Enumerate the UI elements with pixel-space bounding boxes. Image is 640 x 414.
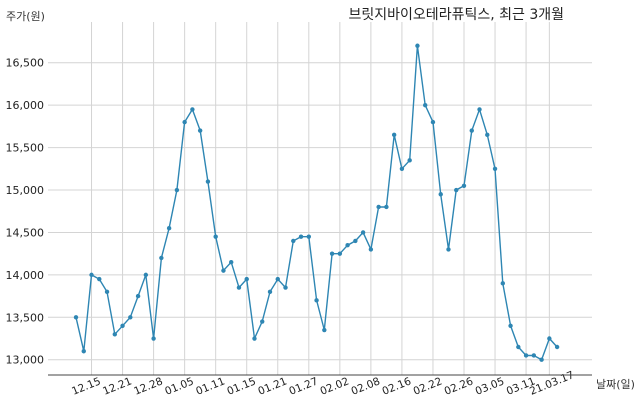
data-point xyxy=(260,319,265,324)
y-tick-label: 14,500 xyxy=(6,226,45,239)
data-point xyxy=(120,323,125,328)
data-point xyxy=(182,119,187,125)
data-point xyxy=(314,298,319,303)
data-point xyxy=(128,315,133,320)
data-point xyxy=(275,276,280,282)
y-tick-label: 16,000 xyxy=(6,99,45,112)
x-tick-label: 12.28 xyxy=(132,375,164,397)
x-tick-label: 01.21 xyxy=(256,375,288,397)
data-point xyxy=(360,230,366,235)
data-point xyxy=(97,276,102,282)
x-tick-label: 12.15 xyxy=(70,375,102,397)
x-tick-label: 03.05 xyxy=(474,375,506,397)
data-point xyxy=(430,119,436,125)
data-point xyxy=(376,204,381,210)
data-point xyxy=(539,357,544,362)
data-point xyxy=(190,107,195,112)
data-point xyxy=(554,344,560,350)
x-tick-label: 01.27 xyxy=(287,375,319,397)
data-point xyxy=(523,353,529,358)
data-point xyxy=(337,251,343,256)
x-tick-label: 01.11 xyxy=(194,375,226,397)
data-point xyxy=(283,285,288,290)
data-point xyxy=(306,234,311,239)
data-point xyxy=(291,238,296,244)
data-point xyxy=(461,183,467,188)
data-point xyxy=(547,336,552,341)
data-point xyxy=(508,323,513,328)
data-point xyxy=(438,192,443,197)
data-point xyxy=(81,349,86,354)
data-point xyxy=(485,132,490,138)
x-tick-label: 02.26 xyxy=(443,375,476,398)
data-point xyxy=(446,247,451,252)
data-point xyxy=(104,289,110,295)
data-point xyxy=(391,132,397,138)
data-point xyxy=(73,315,79,320)
y-tick-label: 16,500 xyxy=(6,57,45,70)
data-point xyxy=(151,336,156,341)
x-tick-label: 21.03.17 xyxy=(528,369,576,398)
data-point xyxy=(407,158,412,163)
data-point xyxy=(166,225,172,231)
data-point xyxy=(368,247,374,252)
data-point xyxy=(415,43,420,48)
data-point xyxy=(197,128,203,133)
data-point xyxy=(298,234,304,239)
data-point xyxy=(221,268,226,273)
data-point xyxy=(112,332,118,337)
data-point xyxy=(531,353,537,358)
x-tick-label: 02.02 xyxy=(318,375,350,397)
data-point xyxy=(477,107,482,112)
data-point xyxy=(500,281,505,286)
y-tick-label: 14,000 xyxy=(6,269,45,282)
data-point xyxy=(516,344,521,350)
y-axis-label: 주가(원) xyxy=(6,10,45,23)
data-point xyxy=(159,255,164,261)
data-point xyxy=(345,242,350,248)
x-tick-label: 12.21 xyxy=(101,375,133,397)
chart-title: 브릿지바이오테라퓨틱스, 최근 3개월 xyxy=(348,7,564,23)
y-tick-label: 13,000 xyxy=(6,354,45,367)
data-point xyxy=(469,128,474,133)
y-tick-label: 15,000 xyxy=(6,184,45,197)
y-tick-label: 15,500 xyxy=(6,142,45,155)
data-point xyxy=(143,272,149,278)
data-point xyxy=(89,272,94,278)
data-point xyxy=(322,327,327,333)
data-point xyxy=(399,166,405,172)
data-point xyxy=(384,204,389,210)
data-point xyxy=(244,276,249,282)
data-point xyxy=(252,336,257,341)
data-point xyxy=(205,179,211,184)
x-axis-label: 날짜(일) xyxy=(596,378,635,391)
data-point xyxy=(329,251,335,256)
data-point xyxy=(423,102,428,108)
x-tick-label: 02.08 xyxy=(350,375,382,397)
data-point xyxy=(454,187,459,193)
data-point xyxy=(236,285,242,290)
price-series-line xyxy=(75,45,558,361)
x-tick-label: 01.05 xyxy=(163,375,195,397)
data-point xyxy=(135,293,141,299)
data-point xyxy=(353,238,358,244)
data-point xyxy=(213,234,218,239)
x-tick-label: 01.15 xyxy=(225,375,257,397)
data-point xyxy=(174,187,180,193)
y-tick-label: 13,500 xyxy=(6,311,45,324)
data-point xyxy=(492,166,498,172)
data-point xyxy=(229,259,234,265)
data-point xyxy=(267,289,273,295)
x-tick-label: 02.16 xyxy=(381,375,414,398)
x-tick-label: 02.22 xyxy=(412,375,444,397)
